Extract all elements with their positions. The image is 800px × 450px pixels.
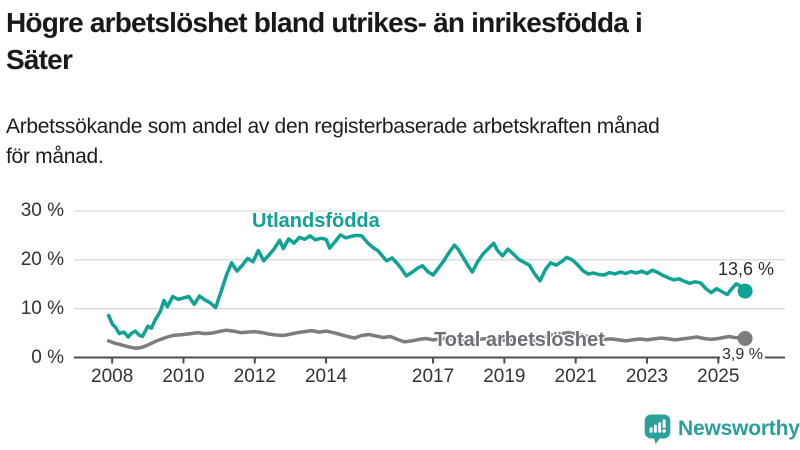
series-end-dot-1: [737, 331, 753, 346]
chart-subtitle-line2: för månad.: [6, 145, 104, 168]
page-title: Högre arbetslöshet bland utrikes- än inr…: [6, 4, 798, 78]
x-axis-tick-label: 2025: [697, 366, 740, 387]
series-label-total-arbetsloshet: Total arbetslöshet: [434, 329, 605, 351]
end-value-label-utlandsfodda: 13,6 %: [718, 259, 775, 279]
page-title-line2: Säter: [6, 44, 73, 75]
y-axis-tick-label: 20 %: [20, 248, 64, 270]
chart-subtitle: Arbetssökande som andel av den registerb…: [6, 112, 798, 172]
y-axis-tick-label: 30 %: [20, 200, 64, 221]
chart-subtitle-line1: Arbetssökande som andel av den registerb…: [6, 115, 660, 138]
series-label-utlandsfodda: Utlandsfödda: [252, 210, 380, 232]
x-axis-tick-label: 2017: [411, 366, 455, 387]
newsworthy-logo-text: Newsworthy: [678, 417, 800, 440]
end-value-label-total: 3,9 %: [720, 346, 765, 364]
x-axis-tick-label: 2021: [554, 366, 597, 387]
x-axis-tick-label: 2012: [233, 366, 276, 387]
page-title-line1: Högre arbetslöshet bland utrikes- än inr…: [6, 7, 643, 38]
x-axis-tick-label: 2023: [625, 366, 669, 387]
y-axis-tick-label: 0 %: [31, 346, 64, 368]
series-line-0: [106, 233, 747, 339]
y-axis-tick-label: 10 %: [20, 297, 64, 319]
series-end-dot-0: [737, 283, 753, 299]
x-axis-tick-label: 2010: [162, 366, 205, 387]
series-line-1: [106, 328, 747, 350]
x-axis-tick-label: 2008: [91, 366, 134, 387]
x-axis-tick-label: 2019: [483, 366, 526, 387]
newsworthy-logo[interactable]: Newsworthy: [644, 414, 800, 444]
newsworthy-bubble-chart-icon: [644, 414, 671, 444]
x-axis-tick-label: 2014: [304, 366, 348, 387]
